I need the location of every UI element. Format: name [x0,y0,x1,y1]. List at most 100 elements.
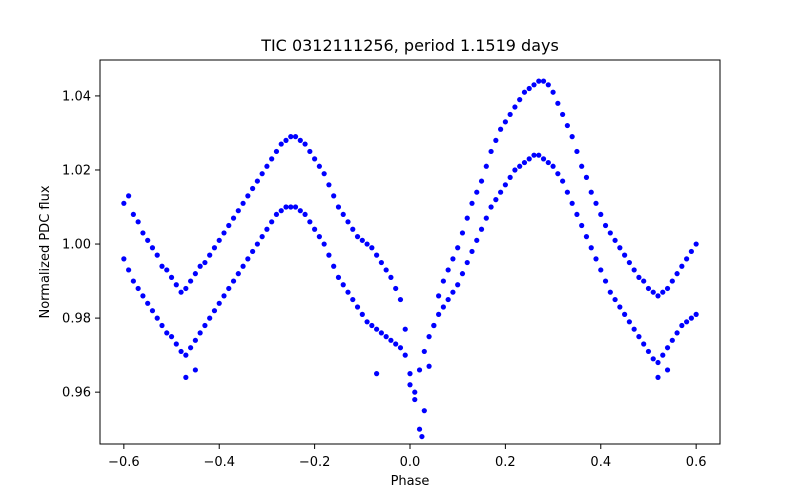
data-point [507,174,513,180]
data-point [192,271,198,277]
data-point [154,315,160,321]
data-point [273,211,280,218]
data-point [302,141,308,147]
data-point [126,193,132,199]
x-tick-label: 0.6 [686,455,707,470]
data-point [221,230,227,236]
data-point [183,352,189,358]
data-point [378,330,384,336]
data-point [464,215,470,221]
data-point [197,330,203,336]
data-point [402,326,408,332]
data-point [502,119,508,125]
data-point [469,200,475,206]
data-point [149,245,156,251]
data-point [612,237,618,243]
y-tick-label: 0.96 [62,386,91,401]
data-point [626,259,632,266]
data-point [469,248,475,255]
data-point [183,374,189,380]
data-point [273,148,280,155]
data-point [297,208,303,214]
data-point [421,348,427,355]
data-point [660,289,666,295]
data-point [259,171,265,177]
data-point [140,293,146,299]
data-point [292,204,299,210]
data-point [602,222,609,229]
data-point [688,248,694,255]
data-point [660,352,666,358]
data-point [359,237,365,243]
data-point [579,222,585,229]
data-point [154,252,160,258]
data-point [211,308,218,314]
data-point [240,263,246,269]
data-point [450,256,456,262]
data-point [655,359,661,366]
data-point [316,163,322,169]
data-point [474,189,480,195]
data-point [245,193,251,199]
data-point [135,219,141,225]
data-point [145,237,151,243]
data-point [354,304,361,310]
data-point [521,159,528,166]
data-point [388,274,394,280]
data-point [636,274,642,280]
data-point [607,230,613,236]
data-point [302,211,308,218]
data-point [545,159,551,166]
data-point [550,163,556,169]
data-point [331,193,337,199]
data-point [283,137,289,143]
data-point [574,148,580,155]
data-point [159,263,165,269]
y-axis-label: Normalized PDC flux [38,185,53,318]
data-point [230,278,237,284]
data-point [569,200,575,206]
data-point [164,267,170,273]
data-point [555,100,561,106]
data-point [312,226,318,232]
data-point [536,152,542,158]
data-point [440,304,446,310]
data-point [283,204,289,210]
data-point [350,226,356,232]
chart-title: TIC 0312111256, period 1.1519 days [260,36,559,55]
data-point [521,89,528,95]
data-point [121,200,127,206]
data-point [602,278,609,284]
data-point [626,319,632,325]
data-point [478,178,485,184]
data-point [359,311,365,317]
data-point [178,348,184,355]
data-point [388,337,394,343]
data-point [345,289,351,295]
data-point [564,189,570,195]
data-point [684,319,690,325]
data-point [340,282,346,288]
data-point [664,285,671,292]
data-point [693,241,699,247]
data-point [245,256,251,262]
data-point [140,230,146,236]
data-point [130,278,136,284]
data-point [459,230,466,236]
data-point [250,185,256,192]
data-point [164,330,170,336]
data-point [650,289,656,295]
data-point [512,167,518,173]
data-point [416,426,423,432]
data-point [436,311,442,317]
data-point [545,82,551,88]
data-point [374,371,380,377]
data-point [192,337,198,343]
data-point [254,241,260,247]
data-point [235,208,241,214]
data-point [307,219,313,225]
data-point [593,256,599,262]
data-point [498,189,504,195]
data-point [211,245,218,251]
data-point [655,293,661,299]
